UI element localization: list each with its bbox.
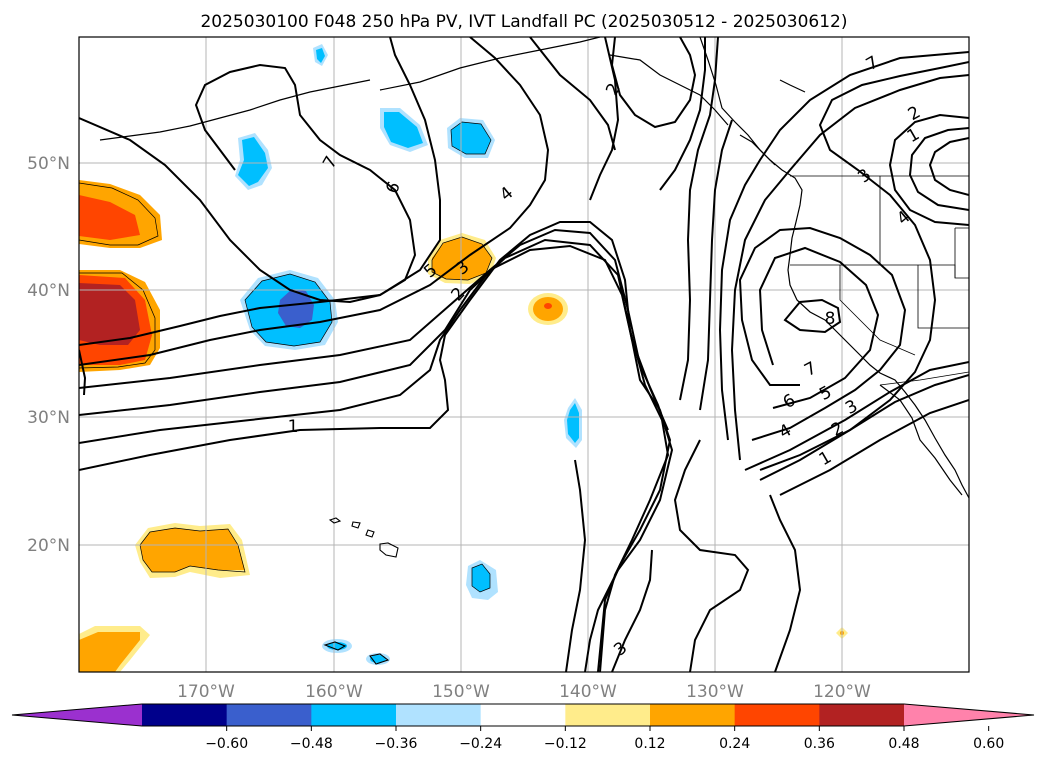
lat-label: 40°N — [27, 281, 70, 301]
contour-line — [565, 459, 587, 672]
colorbar-extend-low — [12, 704, 142, 726]
colorbar-tick-label: 0.24 — [719, 736, 750, 752]
colorbar-tick-label: −0.60 — [205, 736, 248, 752]
colorbar-outline — [11, 703, 1035, 727]
negative-anomaly-mid — [567, 403, 579, 443]
contour-label: 8 — [825, 309, 836, 329]
north-america-coastline — [699, 37, 969, 499]
contour-line — [79, 221, 674, 672]
contour-line — [783, 298, 842, 334]
contour-label: 1 — [288, 417, 299, 437]
lon-label: 160°W — [305, 682, 363, 702]
contour-line — [79, 37, 550, 366]
contour-line — [79, 228, 672, 672]
contour-line — [744, 361, 969, 471]
contour-line — [699, 119, 733, 411]
colorbar-tick-label: 0.48 — [888, 736, 919, 752]
alaska-coastline — [379, 37, 601, 91]
negative-anomaly-mid — [238, 137, 268, 186]
coastlines — [99, 37, 969, 499]
map-panel: 1 1 1 2 2 2 2 3 3 3 3 4 4 4 5 5 6 6 7 7 — [27, 36, 970, 702]
contour-line — [759, 374, 969, 481]
positive-anomaly-core — [79, 283, 140, 345]
latitude-labels: 50°N 40°N 30°N 20°N — [27, 154, 70, 556]
lat-label: 50°N — [27, 154, 70, 174]
positive-anomaly-core — [140, 528, 245, 572]
colorbar-tick-label: 0.12 — [634, 736, 665, 752]
contour-line — [718, 51, 969, 441]
negative-anomaly-mid — [472, 564, 490, 592]
colorbar-segment — [734, 704, 820, 726]
colorbar-segment — [396, 704, 482, 726]
longitude-labels: 170°W 160°W 150°W 140°W 130°W 120°W — [177, 682, 871, 702]
positive-anomaly-core — [79, 195, 140, 240]
map-frame — [78, 36, 970, 673]
contour-line — [759, 61, 969, 471]
colorbar-segment — [142, 704, 228, 726]
contour-line — [679, 37, 719, 401]
contour-line — [79, 349, 87, 396]
colorbar-tick-label: −0.24 — [459, 736, 502, 752]
colorbar-tick-label: −0.36 — [375, 736, 418, 752]
contour-line — [888, 113, 969, 226]
colorbar-tick-label: −0.12 — [544, 736, 587, 752]
contour-line — [659, 37, 706, 191]
contour-line — [611, 549, 653, 672]
contour-line — [738, 226, 907, 441]
contour-line — [79, 63, 417, 304]
negative-anomaly-core — [278, 289, 314, 328]
aleutian-islands — [99, 79, 371, 141]
colorbar-segment — [480, 704, 566, 726]
colorbar-tick-label: 0.60 — [973, 736, 1004, 752]
contour-line — [769, 494, 802, 672]
positive-anomaly-center — [544, 303, 552, 309]
colorbar-segment — [226, 704, 312, 726]
contour-line — [673, 439, 750, 672]
colorbar-segment — [650, 704, 736, 726]
figure-title: 2025030100 F048 250 hPa PV, IVT Landfall… — [200, 12, 847, 32]
lon-label: 140°W — [559, 682, 617, 702]
colorbar-segment — [819, 704, 905, 726]
hudson-bay-coast — [779, 79, 806, 93]
colorbar-tick-label: 0.36 — [804, 736, 835, 752]
lat-label: 30°N — [27, 408, 70, 428]
colorbar-segment — [565, 704, 651, 726]
contour-line — [779, 399, 969, 496]
positive-anomaly-core — [432, 237, 492, 280]
contour-line — [908, 127, 969, 211]
contour-line — [928, 137, 969, 196]
colorbar-segment — [311, 704, 397, 726]
contour-line — [79, 244, 669, 431]
colorbar-tick-label: −0.48 — [290, 736, 333, 752]
positive-anomaly-core — [79, 632, 140, 672]
contour-line — [79, 37, 441, 346]
hawaiian-islands — [323, 517, 399, 665]
negative-anomaly-mid — [316, 48, 325, 63]
colorbar-extend-high — [904, 704, 1034, 726]
vancouver-island — [739, 134, 776, 166]
colorbar: −0.60 −0.48 −0.36 −0.24 −0.12 0.12 0.24 0.36 0.4… — [11, 703, 1035, 752]
negative-anomaly-mid — [384, 112, 423, 148]
graticule — [79, 37, 969, 672]
lon-label: 120°W — [813, 682, 871, 702]
contour-line — [758, 246, 880, 409]
political-boundaries — [790, 175, 969, 386]
lon-label: 150°W — [432, 682, 490, 702]
lon-label: 130°W — [686, 682, 744, 702]
contour-line — [529, 37, 620, 201]
lon-label: 170°W — [177, 682, 235, 702]
anomaly-outlines — [79, 121, 493, 593]
lat-label: 20°N — [27, 536, 70, 556]
alaska-panhandle — [609, 54, 729, 126]
contour-line — [730, 74, 969, 461]
ivt-contours — [79, 37, 969, 672]
